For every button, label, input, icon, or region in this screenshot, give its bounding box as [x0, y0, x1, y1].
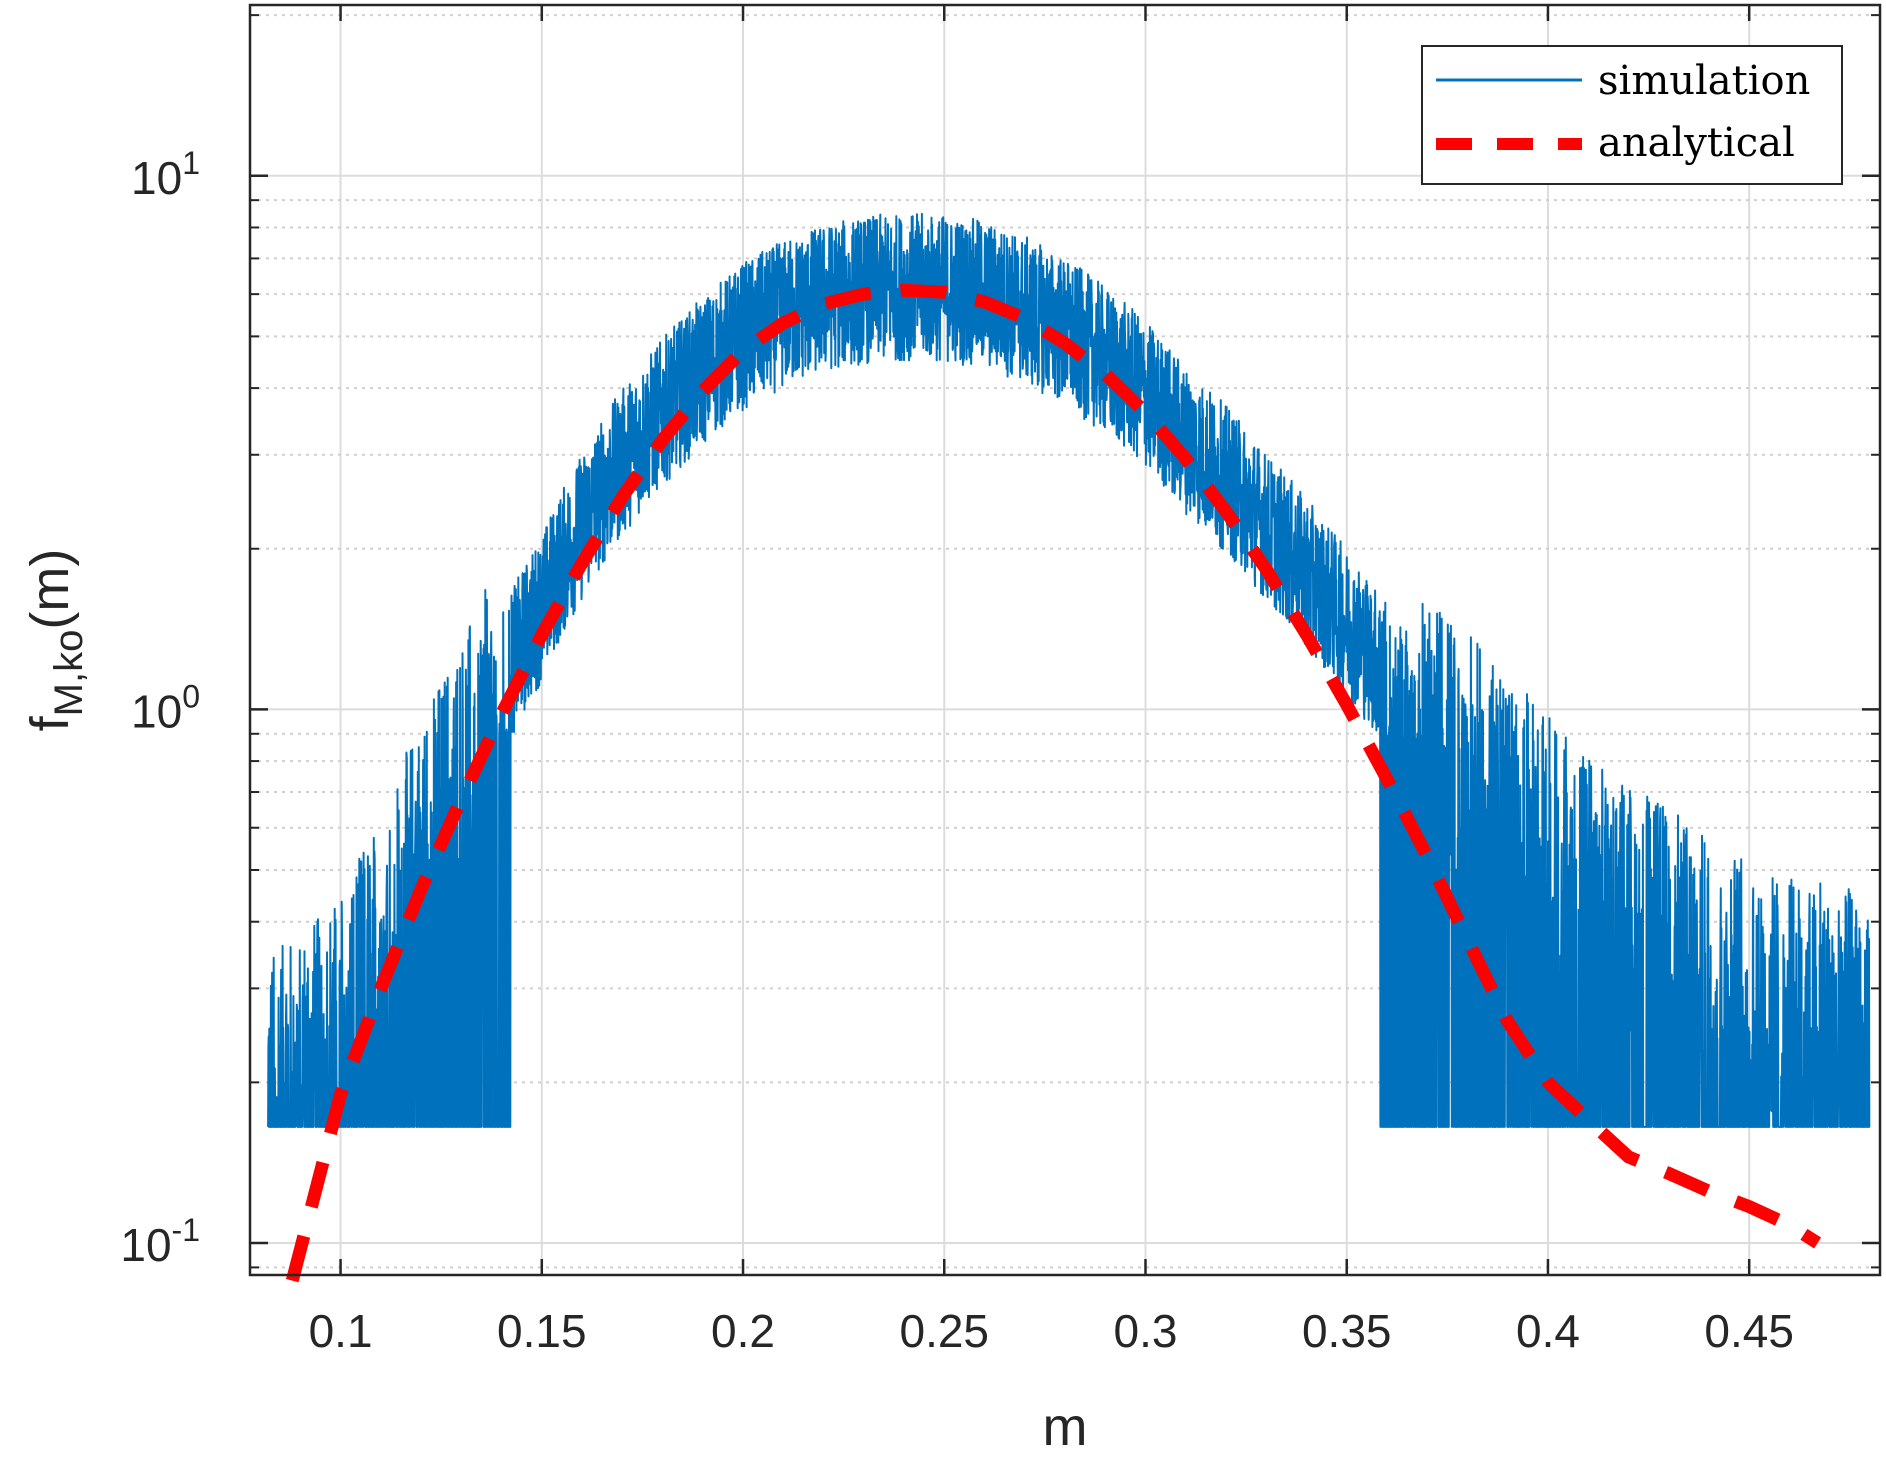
x-axis-label: m — [1043, 1397, 1088, 1457]
legend-label-analytical: analytical — [1598, 120, 1795, 166]
y-tick-label: 10-1 — [120, 1212, 200, 1271]
x-tick-label: 0.3 — [1114, 1305, 1178, 1357]
legend-label-simulation: simulation — [1598, 58, 1810, 104]
y-axis-label-subscript: M,ko — [47, 630, 91, 717]
y-axis-label-suffix: (m) — [20, 549, 80, 630]
series-analytical-line — [286, 283, 1822, 1283]
x-tick-label: 0.35 — [1302, 1305, 1392, 1357]
legend-box — [1421, 45, 1843, 185]
series-simulation-line — [267, 212, 1871, 1128]
x-tick-label: 0.1 — [309, 1305, 373, 1357]
y-axis-label: fM,ko(m) — [20, 549, 91, 732]
x-tick-label: 0.15 — [497, 1305, 587, 1357]
x-tick-label: 0.4 — [1516, 1305, 1580, 1357]
series-layer — [267, 212, 1871, 1283]
legend: simulation analytical — [1421, 45, 1843, 185]
x-tick-label: 0.45 — [1704, 1305, 1794, 1357]
x-tick-label: 0.25 — [899, 1305, 989, 1357]
y-axis-label-base: f — [20, 715, 80, 731]
y-tick-label: 100 — [131, 678, 200, 737]
x-tick-labels: 0.1 0.15 0.2 0.25 0.3 0.35 0.4 0.45 — [309, 1305, 1794, 1357]
y-tick-labels: 10-1 100 101 — [120, 145, 200, 1271]
x-tick-label: 0.2 — [711, 1305, 775, 1357]
y-tick-label: 101 — [131, 145, 200, 204]
tick-marks — [250, 5, 1880, 1275]
axes-box — [248, 3, 1882, 1277]
svg-text:fM,ko(m): fM,ko(m) — [20, 549, 91, 732]
